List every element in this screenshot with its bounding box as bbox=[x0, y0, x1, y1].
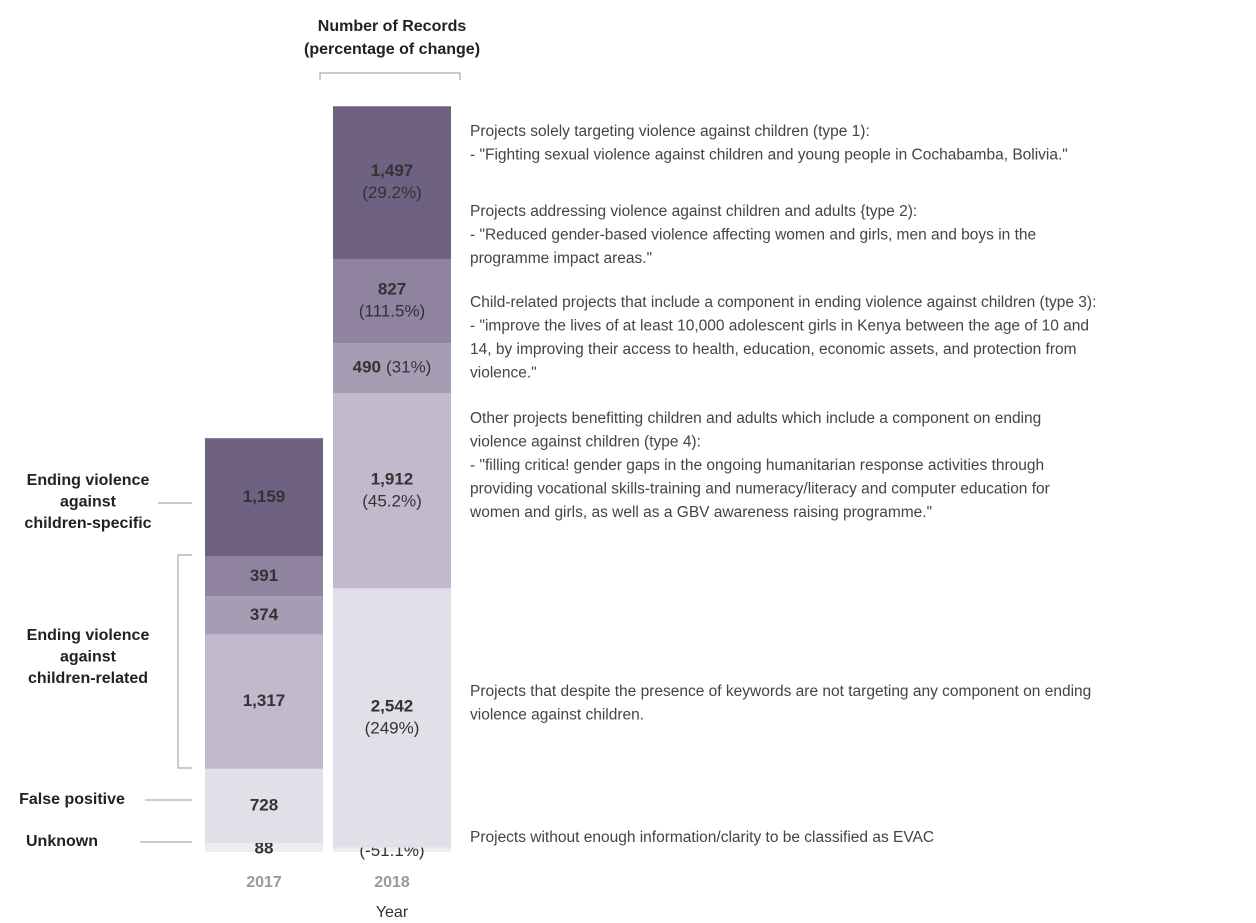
value-label: 1,912 bbox=[371, 469, 414, 488]
change-label: (249%) bbox=[365, 718, 420, 737]
value-label: 490 (31%) bbox=[353, 358, 432, 377]
segment-description: 14, by improving their access to health,… bbox=[470, 341, 1077, 358]
segment-description: Projects that despite the presence of ke… bbox=[470, 683, 1091, 700]
value-label: 827 bbox=[378, 280, 406, 299]
value-label: 1,317 bbox=[243, 691, 286, 710]
bar-segment bbox=[205, 843, 323, 852]
segment-description: - "filling critica! gender gaps in the o… bbox=[470, 457, 1044, 474]
bar-segment bbox=[205, 438, 323, 557]
group-bracket bbox=[177, 554, 192, 769]
value-label: 88 bbox=[255, 839, 274, 858]
bar-segment bbox=[333, 847, 451, 852]
chart-title: Number of Records bbox=[318, 18, 467, 35]
segment-description: violence against children (type 4): bbox=[470, 434, 701, 451]
bar-segment bbox=[333, 258, 451, 344]
segment-description: violence." bbox=[470, 365, 537, 382]
change-label: (31%) bbox=[386, 358, 431, 377]
bar-segment bbox=[205, 556, 323, 597]
bar-segment bbox=[333, 343, 451, 394]
x-tick-label: 2018 bbox=[374, 874, 410, 891]
chart-subtitle: (percentage of change) bbox=[304, 41, 480, 58]
value-number: 490 bbox=[353, 358, 381, 377]
value-label: 1,497 bbox=[371, 161, 414, 180]
segment-description: Projects addressing violence against chi… bbox=[470, 203, 917, 220]
segment-description: Other projects benefitting children and … bbox=[470, 410, 1041, 427]
bar-segment bbox=[205, 768, 323, 844]
group-label: against bbox=[60, 649, 117, 666]
segment-description: - "improve the lives of at least 10,000 … bbox=[470, 318, 1089, 335]
group-label: Ending violence bbox=[27, 472, 150, 489]
segment-description: - "Fighting sexual violence against chil… bbox=[470, 147, 1068, 164]
segment-description: programme impact areas." bbox=[470, 250, 652, 267]
bar-segment bbox=[333, 588, 451, 848]
group-label: children-related bbox=[28, 670, 148, 687]
bar-segment bbox=[205, 634, 323, 769]
x-axis-label: Year bbox=[376, 904, 409, 921]
bar-segment bbox=[205, 596, 323, 635]
segment-description: providing vocational skills-training and… bbox=[470, 481, 1050, 498]
bar-segment bbox=[333, 393, 451, 589]
segment-description: violence against children. bbox=[470, 707, 644, 724]
value-label: 2,542 bbox=[371, 696, 414, 715]
segment-description: Projects solely targeting violence again… bbox=[470, 123, 870, 140]
value-label: 391 bbox=[250, 566, 278, 585]
value-label: 728 bbox=[250, 795, 278, 814]
segment-description: Projects without enough information/clar… bbox=[470, 829, 934, 846]
bar-segment bbox=[333, 106, 451, 259]
title-bracket bbox=[319, 72, 461, 80]
group-label: Ending violence bbox=[27, 627, 150, 644]
group-label: False positive bbox=[19, 791, 125, 808]
change-label: (45.2%) bbox=[362, 491, 422, 510]
segment-description: women and girls, as well as a GBV awaren… bbox=[469, 504, 932, 521]
segment-description: - "Reduced gender-based violence affecti… bbox=[470, 227, 1036, 244]
change-label: (111.5%) bbox=[359, 302, 425, 321]
value-label: 1,159 bbox=[243, 487, 286, 506]
group-label: against bbox=[60, 494, 117, 511]
group-label: Unknown bbox=[26, 833, 98, 850]
group-label: children-specific bbox=[24, 515, 151, 532]
change-label: (29.2%) bbox=[362, 183, 422, 202]
value-label: 374 bbox=[250, 605, 279, 624]
segment-description: Child-related projects that include a co… bbox=[470, 294, 1096, 311]
x-tick-label: 2017 bbox=[246, 874, 282, 891]
